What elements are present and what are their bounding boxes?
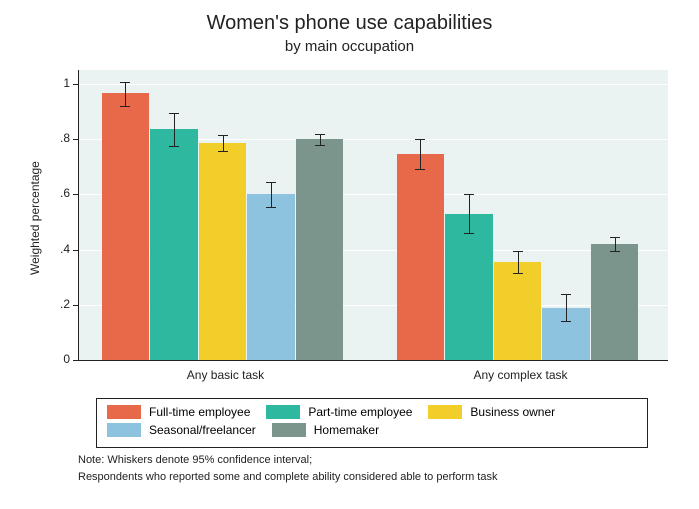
y-tick-label: .2 bbox=[46, 297, 70, 311]
error-bar bbox=[271, 182, 272, 207]
y-tick-label: 0 bbox=[46, 352, 70, 366]
legend-swatch bbox=[107, 423, 141, 437]
legend-item: Part-time employee bbox=[266, 405, 412, 419]
legend-label: Homemaker bbox=[314, 423, 379, 437]
error-bar-cap bbox=[266, 207, 276, 208]
y-axis-label: Weighted percentage bbox=[28, 161, 42, 275]
error-bar bbox=[174, 113, 175, 146]
chart-title: Women's phone use capabilities bbox=[0, 12, 699, 35]
error-bar-cap bbox=[315, 145, 325, 146]
legend: Full-time employee Part-time employee Busi… bbox=[96, 398, 648, 448]
bar bbox=[397, 154, 445, 360]
legend-item: Business owner bbox=[428, 405, 555, 419]
error-bar-cap bbox=[561, 294, 571, 295]
bar bbox=[591, 244, 639, 360]
y-tick-label: .4 bbox=[46, 242, 70, 256]
legend-label: Full-time employee bbox=[149, 405, 250, 419]
error-bar bbox=[223, 135, 224, 152]
y-axis-line bbox=[78, 70, 79, 360]
category-label: Any complex task bbox=[397, 368, 645, 382]
legend-label: Business owner bbox=[470, 405, 555, 419]
bar bbox=[102, 93, 150, 360]
error-bar bbox=[615, 237, 616, 251]
error-bar-cap bbox=[464, 194, 474, 195]
chart-stage: Women's phone use capabilities by main o… bbox=[0, 0, 699, 509]
bar bbox=[247, 194, 295, 360]
x-axis-line bbox=[78, 360, 668, 361]
bar bbox=[494, 262, 542, 360]
legend-label: Part-time employee bbox=[308, 405, 412, 419]
error-bar-cap bbox=[266, 182, 276, 183]
legend-label: Seasonal/freelancer bbox=[149, 423, 256, 437]
legend-swatch bbox=[266, 405, 300, 419]
error-bar bbox=[518, 251, 519, 273]
category-label: Any basic task bbox=[102, 368, 350, 382]
error-bar-cap bbox=[315, 134, 325, 135]
legend-swatch bbox=[428, 405, 462, 419]
y-tick-label: .8 bbox=[46, 131, 70, 145]
error-bar-cap bbox=[120, 82, 130, 83]
gridline bbox=[78, 84, 668, 85]
error-bar-cap bbox=[120, 106, 130, 107]
legend-item: Full-time employee bbox=[107, 405, 250, 419]
error-bar-cap bbox=[169, 146, 179, 147]
error-bar-cap bbox=[610, 237, 620, 238]
footnote: Note: Whiskers denote 95% confidence int… bbox=[78, 454, 312, 466]
y-tick-label: .6 bbox=[46, 186, 70, 200]
error-bar-cap bbox=[513, 273, 523, 274]
error-bar bbox=[566, 294, 567, 322]
error-bar bbox=[125, 82, 126, 105]
error-bar-cap bbox=[218, 135, 228, 136]
bar bbox=[296, 139, 344, 360]
bar bbox=[199, 143, 247, 360]
error-bar-cap bbox=[513, 251, 523, 252]
bar bbox=[150, 129, 198, 360]
plot-area bbox=[78, 70, 668, 360]
error-bar-cap bbox=[169, 113, 179, 114]
error-bar-cap bbox=[218, 151, 228, 152]
legend-item: Seasonal/freelancer bbox=[107, 423, 256, 437]
error-bar bbox=[320, 134, 321, 145]
legend-swatch bbox=[107, 405, 141, 419]
footnote: Respondents who reported some and comple… bbox=[78, 471, 497, 483]
bar bbox=[445, 214, 493, 360]
error-bar bbox=[420, 139, 421, 169]
chart-subtitle: by main occupation bbox=[0, 38, 699, 55]
error-bar-cap bbox=[415, 169, 425, 170]
error-bar bbox=[469, 194, 470, 233]
error-bar-cap bbox=[610, 251, 620, 252]
y-tick-label: 1 bbox=[46, 76, 70, 90]
legend-swatch bbox=[272, 423, 306, 437]
error-bar-cap bbox=[415, 139, 425, 140]
error-bar-cap bbox=[464, 233, 474, 234]
legend-item: Homemaker bbox=[272, 423, 379, 437]
error-bar-cap bbox=[561, 321, 571, 322]
